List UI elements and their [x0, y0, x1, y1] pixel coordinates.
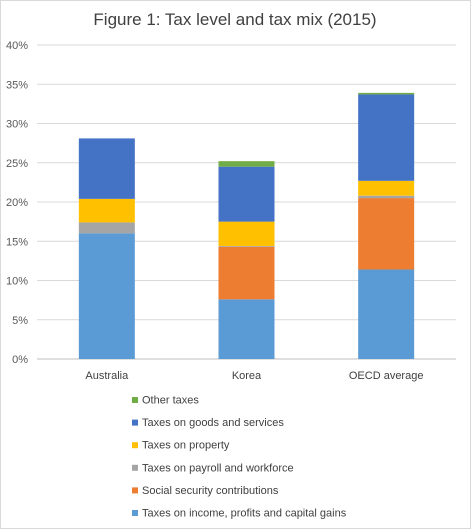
bar-segment	[78, 138, 135, 199]
bar-segment	[218, 166, 275, 222]
y-tick-label: 0%	[12, 354, 28, 366]
x-category-label: Australia	[85, 370, 129, 382]
y-tick-label: 15%	[6, 236, 28, 248]
legend: Other taxes Taxes on goods and services Ta…	[132, 395, 347, 520]
legend-label: Taxes on income, profits and capital gai…	[142, 508, 347, 520]
legend-label: Taxes on goods and services	[142, 417, 284, 429]
x-category-label: OECD average	[349, 370, 424, 382]
legend-swatch	[132, 464, 138, 471]
bar-segment	[358, 269, 415, 359]
y-tick-label: 20%	[6, 197, 28, 209]
chart-title: Figure 1: Tax level and tax mix (2015)	[93, 10, 376, 29]
legend-swatch	[132, 510, 138, 516]
bar-segment	[218, 299, 275, 359]
bar-segment	[218, 246, 275, 300]
bar-segment	[358, 92, 415, 95]
x-axis-categories: Australia Korea OECD average	[85, 370, 423, 382]
y-axis-ticks: 0% 5% 10% 15% 20% 25% 30% 35% 40%	[6, 40, 28, 366]
legend-swatch	[132, 442, 138, 449]
y-tick-label: 10%	[6, 276, 28, 288]
legend-label: Social security contributions	[142, 485, 279, 497]
bar-segment	[358, 180, 415, 196]
bars	[78, 92, 415, 359]
y-tick-label: 35%	[6, 79, 28, 91]
bar-segment	[358, 198, 415, 270]
bar-segment	[218, 245, 275, 247]
bar-segment	[78, 233, 135, 359]
bar-segment	[218, 221, 275, 246]
legend-swatch	[132, 397, 138, 403]
x-category-label: Korea	[232, 370, 262, 382]
legend-label: Taxes on property	[142, 440, 230, 452]
bar-segment	[78, 222, 135, 234]
y-tick-label: 25%	[6, 158, 28, 170]
bar-segment	[358, 195, 415, 199]
legend-swatch	[132, 487, 138, 494]
legend-label: Other taxes	[142, 395, 199, 407]
y-tick-label: 5%	[12, 315, 28, 327]
bar-segment	[218, 161, 275, 167]
bar-segment	[358, 94, 415, 181]
legend-swatch	[132, 419, 138, 426]
y-tick-label: 40%	[6, 40, 28, 52]
legend-label: Taxes on payroll and workforce	[142, 462, 294, 474]
y-tick-label: 30%	[6, 119, 28, 131]
bar-segment	[78, 198, 135, 223]
